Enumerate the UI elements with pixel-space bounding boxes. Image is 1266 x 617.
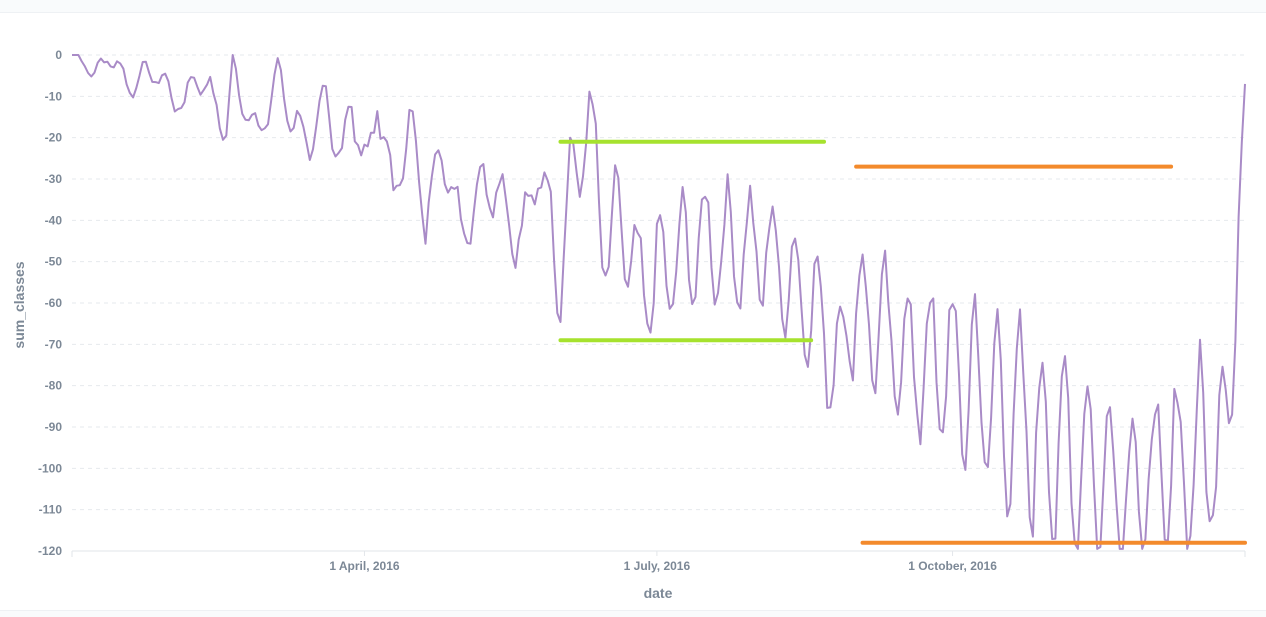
y-tick-label: -10 [45, 89, 63, 103]
y-tick-label: -20 [45, 131, 63, 145]
y-tick-label: -120 [38, 544, 62, 558]
y-tick-label: -110 [39, 503, 63, 517]
y-tick-label: -100 [38, 461, 62, 475]
top-toolbar-strip [0, 0, 1266, 13]
y-tick-label: 0 [55, 48, 62, 62]
series-line-sum-classes [72, 54, 1246, 550]
y-tick-label: -90 [45, 420, 63, 434]
x-tick-label: 1 October, 2016 [908, 559, 997, 573]
annotation-layer [558, 139, 1247, 545]
y-axis-title: sum_classes [11, 261, 27, 348]
axis-layer: 0 -10 -20 -30 -40 -50 -60 -70 -80 -90 -100 -110 -120… [38, 48, 1246, 573]
series-layer [72, 54, 1246, 550]
y-tick-label: -30 [45, 172, 63, 186]
x-tick-label: 1 July, 2016 [624, 559, 691, 573]
y-tick-label: -40 [45, 213, 63, 227]
y-tick-label: -50 [45, 255, 63, 269]
x-tick-label: 1 April, 2016 [329, 559, 400, 573]
y-tick-label: -70 [45, 337, 63, 351]
x-axis-title: date [644, 585, 673, 601]
y-tick-label: -80 [45, 379, 63, 393]
y-tick-label: -60 [45, 296, 63, 310]
bottom-strip [0, 610, 1266, 617]
